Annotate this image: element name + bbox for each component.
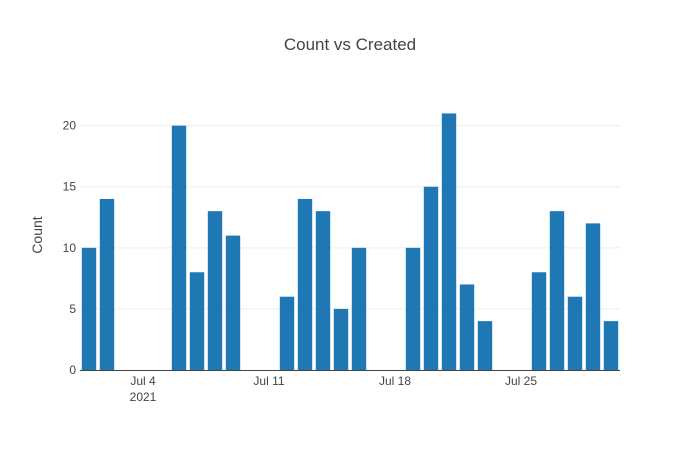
x-tick-label: Jul 25 — [505, 374, 537, 388]
bar — [225, 235, 241, 370]
bar — [297, 198, 313, 370]
bars — [81, 113, 619, 371]
bar — [603, 321, 619, 370]
x-tick-label: Jul 18 — [379, 374, 411, 388]
y-tick-label: 20 — [63, 119, 77, 133]
bar — [459, 284, 475, 370]
bar — [333, 308, 349, 370]
y-tick-label: 0 — [69, 363, 76, 377]
bar — [171, 125, 187, 371]
bar — [351, 247, 367, 370]
y-tick-label: 15 — [63, 180, 77, 194]
bar — [549, 211, 565, 370]
y-gridlines — [80, 125, 620, 310]
bar — [477, 321, 493, 370]
y-axis-title: Count — [29, 216, 45, 253]
y-tick-label: 5 — [69, 302, 76, 316]
x-tick-label: Jul 4 — [130, 374, 156, 388]
bar — [81, 247, 97, 370]
bar — [207, 211, 223, 370]
bar — [423, 186, 439, 370]
bar — [585, 223, 601, 370]
bar — [531, 272, 547, 370]
x-tick-labels: Jul 4 2021 Jul 11 Jul 18 Jul 25 — [130, 374, 538, 404]
x-tick-sublabel: 2021 — [130, 390, 157, 404]
chart-title: Count vs Created — [284, 35, 416, 54]
y-tick-labels: 0 5 10 15 20 — [63, 119, 77, 377]
bar — [441, 113, 457, 371]
y-tick-label: 10 — [63, 241, 77, 255]
x-tick-label: Jul 11 — [253, 374, 284, 388]
bar — [315, 211, 331, 370]
bar — [567, 296, 583, 370]
bar — [189, 272, 205, 370]
bar — [279, 296, 295, 370]
bar — [99, 198, 115, 370]
bar — [405, 247, 421, 370]
